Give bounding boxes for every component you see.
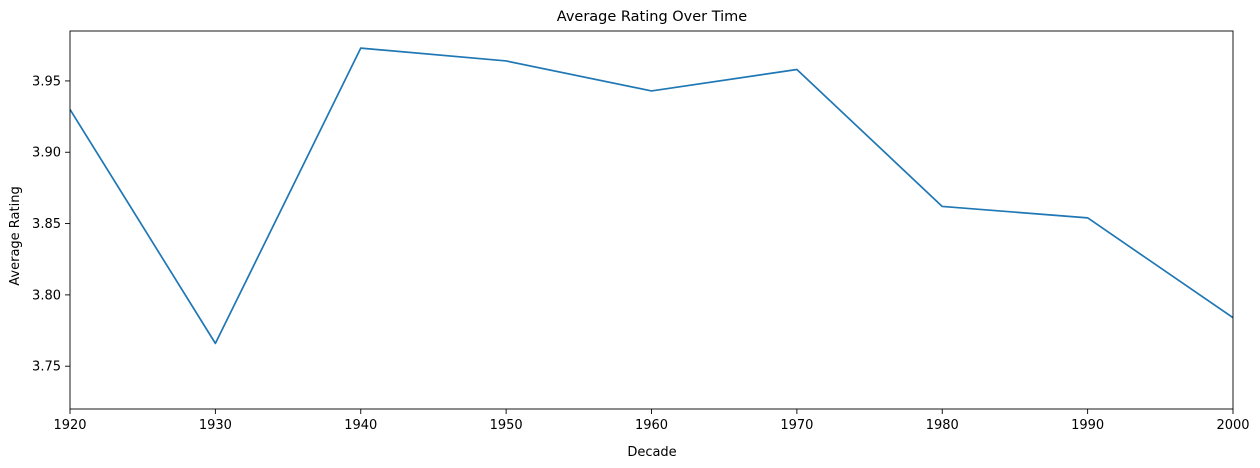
series-line (70, 47, 1233, 345)
x-tick-label-1960: 1960 (635, 418, 668, 433)
x-tick-label-1940: 1940 (344, 418, 377, 433)
x-tick-label-1930: 1930 (199, 418, 232, 433)
chart-title: Average Rating Over Time (557, 9, 748, 25)
y-tick-label-3.85: 3.85 (32, 217, 61, 232)
x-tick-label-1990: 1990 (1071, 418, 1104, 433)
x-tick-label-1970: 1970 (780, 418, 813, 433)
plot-frame (69, 30, 1234, 410)
x-tick-label-1980: 1980 (926, 418, 959, 433)
y-axis-title: Average Rating (8, 186, 23, 285)
x-tick-label-1920: 1920 (53, 418, 86, 433)
x-tick-label-2000: 2000 (1216, 418, 1249, 433)
y-tick-label-3.75: 3.75 (32, 360, 61, 375)
x-tick-label-1950: 1950 (490, 418, 523, 433)
y-tick-label-3.95: 3.95 (32, 74, 61, 89)
plot-area: 1920 1930 1940 1950 1960 1970 1980 1990 2000 3.75… (32, 30, 1250, 433)
x-axis-title: Decade (627, 445, 676, 460)
y-tick-label-3.80: 3.80 (32, 288, 61, 303)
y-tick-label-3.90: 3.90 (32, 146, 61, 161)
